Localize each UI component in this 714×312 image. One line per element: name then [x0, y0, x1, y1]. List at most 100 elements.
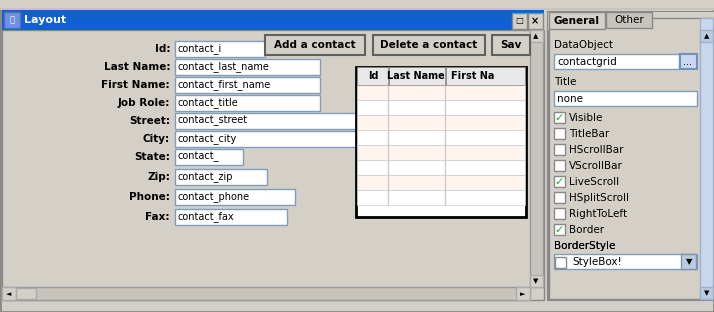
- Text: Job Role:: Job Role:: [118, 98, 170, 108]
- Bar: [175, 131, 365, 147]
- Text: ✓: ✓: [554, 113, 563, 123]
- Bar: [175, 95, 320, 111]
- Bar: [445, 145, 446, 160]
- Bar: [445, 67, 446, 85]
- Text: City:: City:: [143, 134, 170, 144]
- Bar: [388, 145, 389, 160]
- Text: Add a contact: Add a contact: [274, 40, 356, 50]
- Bar: [700, 30, 713, 42]
- Text: Phone:: Phone:: [129, 192, 170, 202]
- Text: BorderStyle: BorderStyle: [554, 241, 615, 251]
- Text: contact_zip: contact_zip: [178, 172, 233, 183]
- Text: Id:: Id:: [154, 44, 170, 54]
- Bar: [4, 12, 20, 28]
- Bar: [388, 175, 389, 190]
- Text: 🔲: 🔲: [9, 16, 14, 25]
- Bar: [445, 130, 446, 145]
- Bar: [700, 287, 713, 299]
- Text: RightToLeft: RightToLeft: [569, 209, 627, 219]
- Text: Layout: Layout: [24, 15, 66, 25]
- Text: contact_city: contact_city: [178, 134, 237, 144]
- Text: ...: ...: [683, 57, 693, 67]
- Text: Other: Other: [614, 15, 644, 25]
- Bar: [356, 67, 526, 217]
- Bar: [530, 30, 543, 287]
- Bar: [2, 287, 530, 300]
- Text: ✓: ✓: [554, 225, 563, 235]
- Bar: [445, 85, 446, 100]
- Bar: [554, 160, 565, 171]
- Bar: [554, 91, 697, 106]
- Text: State:: State:: [134, 152, 170, 162]
- Text: □: □: [515, 17, 523, 26]
- Text: Fax:: Fax:: [146, 212, 170, 222]
- Bar: [555, 257, 566, 268]
- Text: none: none: [557, 94, 583, 104]
- Bar: [548, 12, 714, 30]
- Text: Visible: Visible: [569, 113, 603, 123]
- Bar: [445, 115, 446, 130]
- Bar: [0, 8, 714, 10]
- Text: LiveScroll: LiveScroll: [569, 177, 619, 187]
- Text: Title: Title: [554, 77, 576, 87]
- Text: Zip:: Zip:: [147, 172, 170, 182]
- Bar: [388, 160, 389, 175]
- Bar: [554, 112, 565, 123]
- Text: contact_title: contact_title: [178, 98, 238, 109]
- Text: Delete a contact: Delete a contact: [381, 40, 478, 50]
- Bar: [516, 287, 530, 300]
- Text: First Name:: First Name:: [101, 80, 170, 90]
- Text: Sav: Sav: [501, 40, 522, 50]
- Bar: [554, 144, 565, 155]
- Text: VScrollBar: VScrollBar: [569, 161, 623, 171]
- Bar: [2, 287, 16, 300]
- Bar: [530, 275, 543, 287]
- Bar: [388, 67, 389, 85]
- Text: StyleBox!: StyleBox!: [572, 257, 622, 267]
- Bar: [357, 160, 525, 175]
- Bar: [445, 190, 446, 205]
- Bar: [554, 176, 565, 187]
- Text: TitleBar: TitleBar: [569, 129, 609, 139]
- Text: contact_street: contact_street: [178, 116, 248, 126]
- Text: ▼: ▼: [533, 278, 538, 284]
- Bar: [549, 18, 713, 299]
- Bar: [175, 77, 320, 93]
- Bar: [357, 130, 525, 145]
- Bar: [445, 175, 446, 190]
- Bar: [16, 288, 36, 299]
- Bar: [680, 54, 697, 69]
- Bar: [548, 12, 714, 300]
- Bar: [528, 13, 543, 29]
- Text: contact_phone: contact_phone: [178, 192, 250, 202]
- Bar: [554, 208, 565, 219]
- Text: HSplitScroll: HSplitScroll: [569, 193, 629, 203]
- Text: HScrollBar: HScrollBar: [569, 145, 623, 155]
- Bar: [175, 113, 425, 129]
- Text: General: General: [554, 16, 600, 26]
- Bar: [2, 30, 544, 300]
- Bar: [175, 41, 265, 57]
- Text: Last Name:: Last Name:: [104, 62, 170, 72]
- Bar: [357, 100, 525, 115]
- Text: ✓: ✓: [554, 177, 563, 187]
- Bar: [512, 13, 527, 29]
- Bar: [357, 67, 525, 85]
- Bar: [175, 169, 267, 185]
- Bar: [175, 59, 320, 75]
- Bar: [554, 192, 565, 203]
- Text: contact_last_name: contact_last_name: [178, 61, 270, 72]
- Text: ▲: ▲: [704, 33, 710, 39]
- Bar: [357, 85, 525, 100]
- Text: ▼: ▼: [704, 290, 710, 296]
- Bar: [175, 209, 287, 225]
- Bar: [492, 35, 530, 55]
- Text: ×: ×: [531, 16, 539, 26]
- Bar: [554, 54, 679, 69]
- Bar: [357, 145, 525, 160]
- Text: contactgrid: contactgrid: [557, 57, 617, 67]
- Bar: [388, 130, 389, 145]
- Text: ▼: ▼: [685, 257, 693, 266]
- Bar: [554, 254, 697, 269]
- Bar: [265, 35, 365, 55]
